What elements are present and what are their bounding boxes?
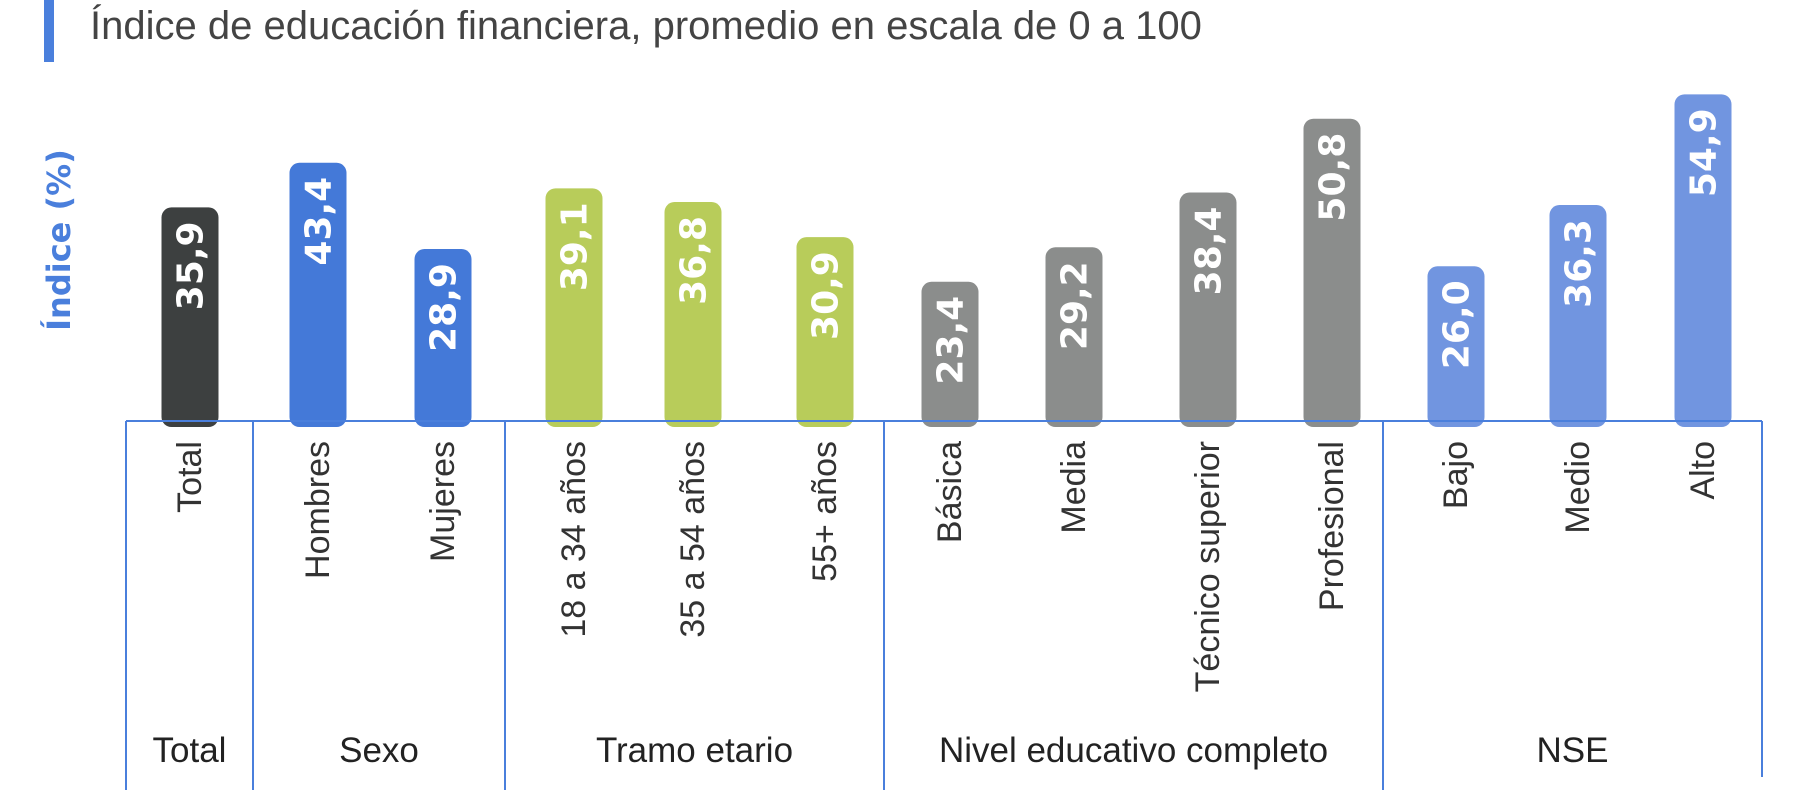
group-label: NSE xyxy=(1537,731,1609,770)
bar-4 xyxy=(664,202,722,427)
bar-0 xyxy=(161,207,219,427)
category-label: Alto xyxy=(1684,441,1722,500)
bar-value-label: 38,4 xyxy=(1189,207,1230,296)
group-label: Nivel educativo completo xyxy=(939,731,1328,770)
category-label: 35 a 54 años xyxy=(674,441,712,638)
bar-value-label: 36,3 xyxy=(1559,219,1600,308)
group-label: Tramo etario xyxy=(596,731,793,770)
bar-value-label: 28,9 xyxy=(424,263,465,352)
category-axis: Total Hombres Mujeres 18 a 34 años 35 a 54 a… xyxy=(125,420,1763,790)
bar-value-label: 43,4 xyxy=(299,177,340,266)
bar-10 xyxy=(1427,266,1485,427)
title-accent-bar xyxy=(44,0,54,62)
bar-11 xyxy=(1549,205,1607,427)
category-label: 55+ años xyxy=(806,441,844,582)
category-label: Mujeres xyxy=(424,441,462,562)
bar-value-label: 50,8 xyxy=(1313,133,1354,222)
category-label: Media xyxy=(1055,441,1093,534)
category-label: Profesional xyxy=(1313,441,1351,611)
bars-layer: 35,9 43,4 28,9 39,1 36,8 30,9 23,4 29,2 38,4 50,8… xyxy=(161,94,1732,428)
chart-title: Índice de educación financiera, promedio… xyxy=(90,4,1202,48)
bar-value-label: 39,1 xyxy=(555,202,596,291)
bar-6 xyxy=(921,281,979,427)
bar-8 xyxy=(1179,192,1237,427)
category-label: Medio xyxy=(1559,441,1597,534)
bar-value-label: 29,2 xyxy=(1055,261,1096,350)
category-label: Hombres xyxy=(299,441,337,579)
bar-9 xyxy=(1303,118,1361,428)
category-label: Bajo xyxy=(1437,441,1475,509)
bar-value-label: 26,0 xyxy=(1437,280,1478,369)
bar-3 xyxy=(545,188,603,427)
group-label: Sexo xyxy=(339,731,419,770)
category-label: Técnico superior xyxy=(1189,441,1227,692)
bar-value-label: 35,9 xyxy=(171,221,212,310)
bar-value-label: 23,4 xyxy=(931,296,972,385)
category-label: Básica xyxy=(931,441,969,543)
bar-value-label: 36,8 xyxy=(674,216,715,305)
bar-7 xyxy=(1045,247,1103,427)
y-axis-label: Índice (%) xyxy=(40,149,78,331)
bar-12 xyxy=(1674,94,1732,427)
bar-2 xyxy=(414,249,472,427)
category-label: Total xyxy=(171,441,209,513)
bar-value-label: 30,9 xyxy=(806,251,847,340)
bar-1 xyxy=(289,162,347,427)
bar-5 xyxy=(796,237,854,427)
category-label: 18 a 34 años xyxy=(555,441,593,638)
bar-value-label: 54,9 xyxy=(1684,108,1725,197)
group-label: Total xyxy=(153,731,227,770)
